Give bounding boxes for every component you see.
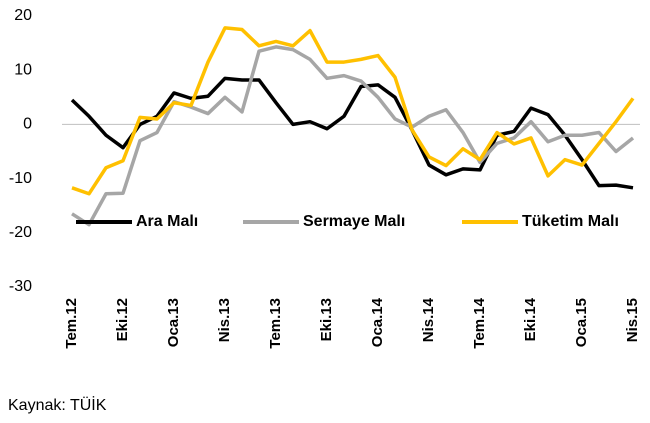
x-tick-label: Tem.14 [471, 297, 488, 348]
y-tick-label: 10 [14, 61, 32, 78]
legend-label: Tüketim Malı [522, 213, 619, 230]
line-series [71, 45, 635, 227]
source: Kaynak: TÜİK [8, 395, 107, 414]
y-tick-label: 0 [23, 116, 32, 133]
y-tick-label: -20 [9, 224, 32, 241]
line-series [71, 26, 635, 196]
legend-label: Sermaye Malı [303, 213, 405, 230]
x-tick-label: Tem.13 [267, 298, 284, 349]
x-tick-label: Oca.13 [165, 298, 182, 347]
x-tick-label: Nis.15 [624, 298, 641, 342]
x-tick-label: Eki.12 [114, 298, 131, 341]
y-tick-label: -10 [9, 170, 32, 187]
x-tick-label: Eki.14 [522, 297, 539, 341]
y-tick-label: -30 [9, 278, 32, 295]
x-tick-label: Tem.12 [63, 298, 80, 349]
line-series [70, 76, 634, 190]
x-tick-label: Oca.14 [369, 297, 386, 347]
x-tick-label: Nis.14 [420, 297, 437, 342]
y-tick-label: 20 [14, 7, 32, 24]
x-tick-label: Oca.15 [573, 298, 590, 347]
x-tick-label: Nis.13 [216, 298, 233, 342]
legend-label: Ara Malı [136, 213, 198, 230]
x-tick-label: Eki.13 [318, 298, 335, 341]
